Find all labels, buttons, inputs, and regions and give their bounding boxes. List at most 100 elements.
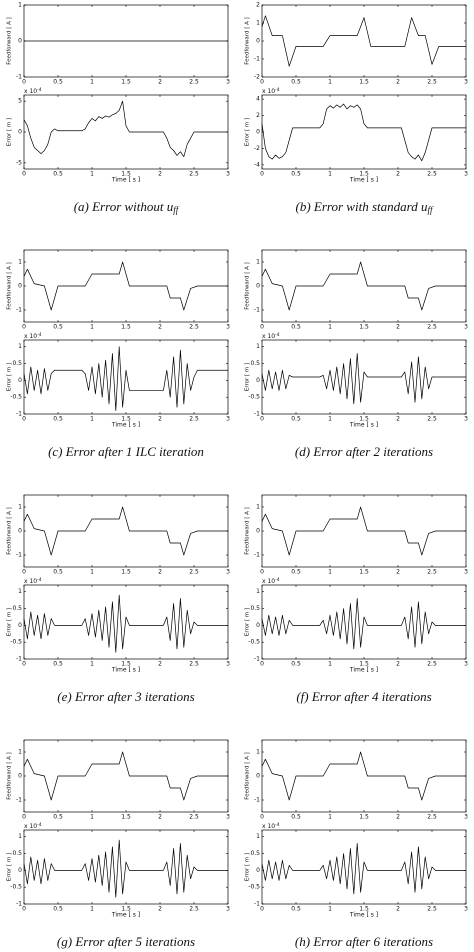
x-tick-label: 1: [328, 79, 332, 86]
x-axis-label: Time [ s ]: [349, 177, 378, 184]
caption-text: (d) Error after 2 iterations: [295, 444, 433, 459]
y-axis-label: Error [ m ]: [7, 608, 13, 636]
x-tick-label: 1.5: [359, 324, 369, 331]
x-tick-label: 0: [22, 906, 26, 913]
y-axis-label: Error [ m ]: [7, 853, 13, 881]
caption: (c) Error after 1 ILC iteration: [48, 444, 204, 459]
y-tick-label: 0.5: [250, 360, 260, 367]
x-tick-label: 2.5: [189, 171, 199, 178]
y-tick-label: -2: [254, 74, 260, 81]
x-tick-label: 0: [260, 171, 264, 178]
x-tick-label: 1.5: [121, 416, 131, 423]
y-tick-label: 1: [256, 259, 260, 266]
x-tick-label: 1: [328, 814, 332, 821]
signal-line: [23, 261, 228, 311]
signal-line: [261, 261, 466, 311]
x-axis-label: Time [ s ]: [111, 177, 140, 184]
x-tick-label: 0: [22, 416, 26, 423]
y-tick-label: -1: [254, 901, 260, 908]
y-tick-label: 0: [18, 622, 22, 629]
caption: (b) Error with standard uff: [296, 199, 434, 215]
x-axis-label: Time [ s ]: [111, 667, 140, 674]
x-tick-label: 0.5: [53, 906, 63, 913]
y-tick-label: 1: [18, 588, 22, 595]
x-tick-label: 0: [260, 814, 264, 821]
x-tick-label: 2.5: [427, 79, 437, 86]
x-tick-label: 3: [464, 906, 468, 913]
y-tick-label: 1: [18, 343, 22, 350]
x-tick-label: 0.5: [291, 906, 301, 913]
y-tick-label: 2: [256, 2, 260, 9]
multiplier-base: x 10: [262, 333, 275, 340]
x-tick-label: 0.5: [53, 79, 63, 86]
y-tick-label: -0.5: [248, 639, 260, 646]
y-tick-label: 0: [256, 773, 260, 780]
y-tick-label: -2: [254, 145, 260, 152]
y-tick-label: 0: [18, 377, 22, 384]
x-tick-label: 3: [226, 324, 230, 331]
multiplier-exponent: -4: [37, 577, 42, 583]
caption-text: (c) Error after 1 ILC iteration: [48, 444, 204, 459]
caption-text: (e) Error after 3 iterations: [57, 689, 194, 704]
y-tick-label: 0: [256, 377, 260, 384]
plot-frame: [23, 829, 229, 905]
multiplier-base: x 10: [24, 88, 37, 95]
multiplier-exponent: -4: [275, 822, 280, 828]
y-tick-label: 0: [18, 773, 22, 780]
x-tick-label: 1.5: [121, 171, 131, 178]
signal-line: [23, 839, 228, 898]
x-tick-label: 1: [90, 171, 94, 178]
x-tick-label: 2.5: [427, 661, 437, 668]
x-tick-label: 1.5: [121, 324, 131, 331]
x-tick-label: 2.5: [189, 79, 199, 86]
x-tick-label: 2.5: [427, 906, 437, 913]
plot-frame: [261, 94, 467, 170]
y-axis-label: Feedforward [ A ]: [245, 17, 251, 65]
x-tick-label: 1: [328, 569, 332, 576]
y-axis-label: Feedforward [ A ]: [245, 752, 251, 800]
x-tick-label: 2: [396, 906, 400, 913]
signal-line: [261, 353, 466, 405]
y-axis-label: Feedforward [ A ]: [7, 507, 13, 555]
x-tick-label: 2: [158, 661, 162, 668]
y-tick-label: -0.5: [248, 884, 260, 891]
y-tick-label: 0: [18, 129, 22, 136]
x-tick-label: 2: [158, 79, 162, 86]
y-tick-label: -0.5: [10, 394, 22, 401]
x-tick-label: 3: [464, 661, 468, 668]
x-tick-label: 1.5: [121, 569, 131, 576]
axis-multiplier: x 10-4: [262, 577, 280, 585]
signal-line: [261, 506, 466, 556]
multiplier-exponent: -4: [37, 822, 42, 828]
y-tick-label: 0.5: [12, 605, 22, 612]
signal-line: [261, 103, 466, 162]
plot-frame: [261, 584, 467, 660]
y-tick-label: 0.5: [250, 850, 260, 857]
x-tick-label: 3: [464, 814, 468, 821]
x-tick-label: 1: [90, 906, 94, 913]
x-tick-label: 1.5: [121, 814, 131, 821]
y-axis-label: Error [ m ]: [245, 853, 251, 881]
y-tick-label: 1: [256, 749, 260, 756]
y-tick-label: -1: [16, 74, 22, 81]
y-tick-label: 1: [256, 833, 260, 840]
x-tick-label: 2: [158, 814, 162, 821]
signal-line: [23, 594, 228, 653]
x-tick-label: 2: [158, 324, 162, 331]
y-tick-label: 0: [256, 867, 260, 874]
y-tick-label: -1: [16, 656, 22, 663]
y-axis-label: Feedforward [ A ]: [7, 262, 13, 310]
axis-multiplier: x 10-4: [24, 822, 42, 830]
x-tick-label: 3: [464, 324, 468, 331]
x-tick-label: 2: [396, 416, 400, 423]
y-tick-label: 1: [18, 504, 22, 511]
x-tick-label: 0: [22, 79, 26, 86]
x-tick-label: 0.5: [291, 569, 301, 576]
signal-line: [261, 751, 466, 801]
x-tick-label: 2.5: [189, 814, 199, 821]
x-tick-label: 2: [396, 814, 400, 821]
x-tick-label: 3: [226, 814, 230, 821]
caption: (d) Error after 2 iterations: [295, 444, 433, 459]
signal-line: [23, 100, 228, 158]
